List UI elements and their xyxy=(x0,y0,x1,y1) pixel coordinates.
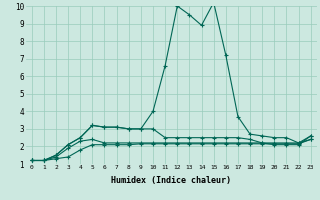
X-axis label: Humidex (Indice chaleur): Humidex (Indice chaleur) xyxy=(111,176,231,185)
